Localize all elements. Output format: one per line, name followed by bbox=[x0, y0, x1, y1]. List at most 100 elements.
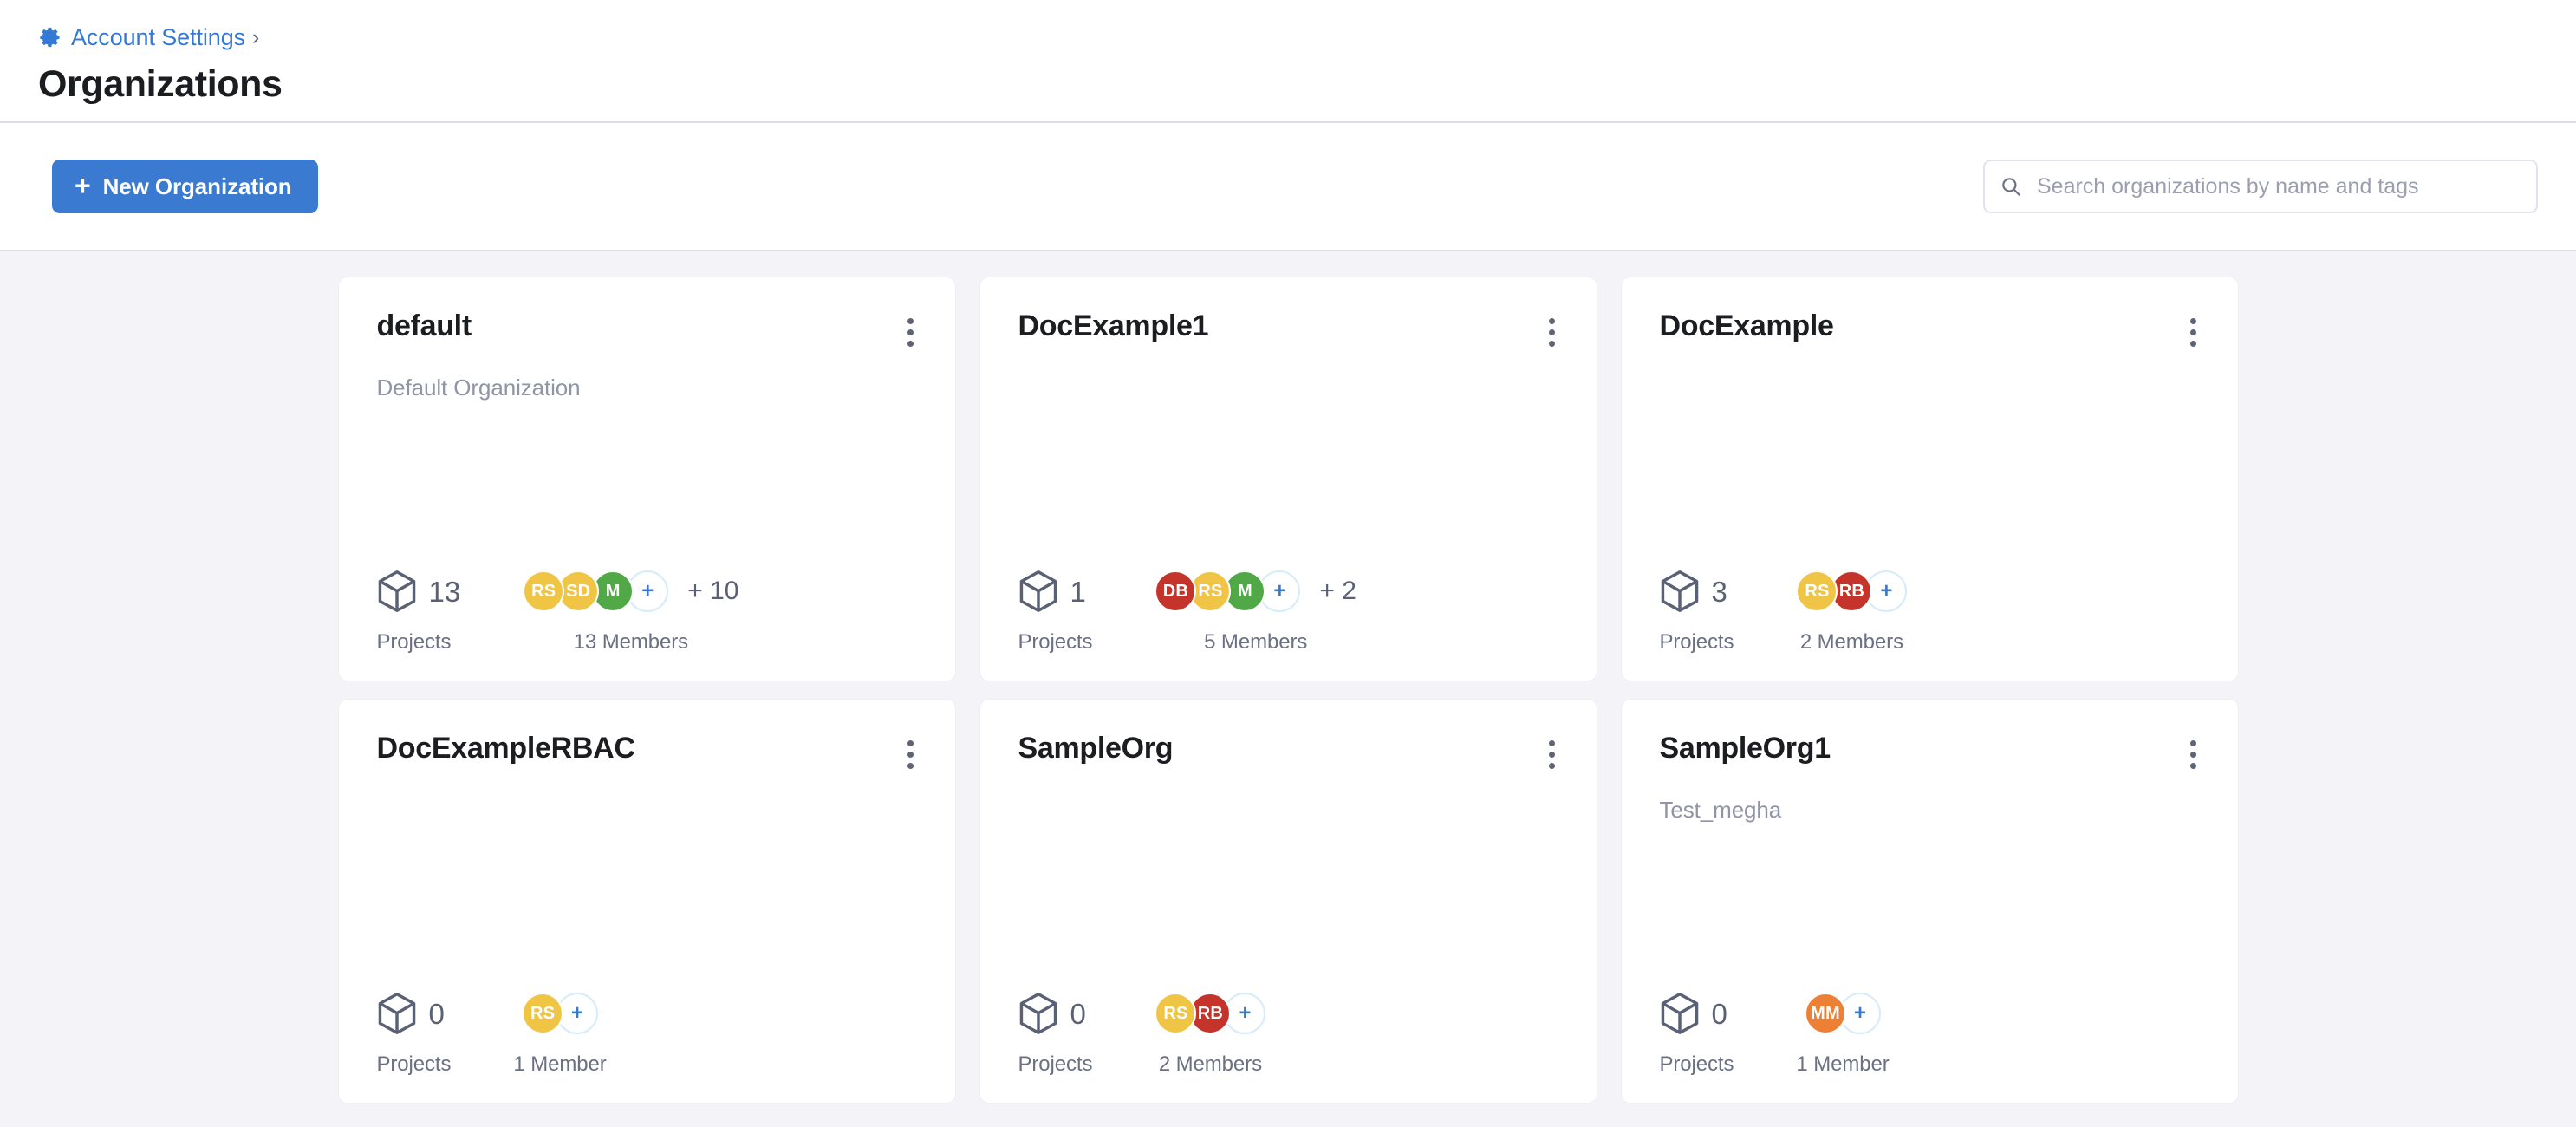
organization-description bbox=[1018, 797, 1567, 824]
member-overflow-count: + 2 bbox=[1319, 577, 1356, 605]
avatar-row: RS SD M + + 10 bbox=[523, 566, 738, 616]
projects-label: Projects bbox=[1018, 1052, 1093, 1076]
members-label: 2 Members bbox=[1799, 630, 1903, 654]
projects-stat: 0 Projects bbox=[1018, 988, 1093, 1077]
toolbar: + New Organization bbox=[0, 123, 2576, 251]
avatar-row: MM + bbox=[1805, 988, 1882, 1039]
organizations-grid-area: default Default Organization 13 Projects… bbox=[0, 251, 2576, 1127]
organization-card[interactable]: SampleOrg1 Test_megha 0 Projects MM bbox=[1621, 700, 2238, 1103]
members-stat: RS RB + 2 Members bbox=[1155, 988, 1266, 1077]
card-options-menu-icon[interactable] bbox=[896, 312, 926, 352]
card-header: DocExample bbox=[1660, 309, 2208, 352]
organization-card[interactable]: DocExample 3 Projects RS RB + bbox=[1621, 277, 2238, 681]
members-label: 13 Members bbox=[573, 630, 689, 654]
member-avatar[interactable]: RB bbox=[1831, 570, 1873, 612]
page-title: Organizations bbox=[38, 63, 283, 105]
card-options-menu-icon[interactable] bbox=[1538, 734, 1567, 774]
projects-label: Projects bbox=[1659, 1052, 1734, 1076]
search-container bbox=[1983, 160, 2538, 213]
member-avatar[interactable]: MM bbox=[1805, 993, 1847, 1034]
organization-card[interactable]: SampleOrg 0 Projects RS RB + bbox=[979, 700, 1597, 1103]
card-header: default bbox=[377, 309, 926, 352]
avatar-row: DB RS M + + 2 bbox=[1155, 566, 1356, 616]
projects-stat: 3 Projects bbox=[1660, 566, 1734, 655]
projects-stat: 13 Projects bbox=[377, 566, 461, 655]
organization-card[interactable]: default Default Organization 13 Projects… bbox=[338, 277, 955, 681]
card-options-menu-icon[interactable] bbox=[2179, 312, 2208, 352]
organization-name: DocExample1 bbox=[1018, 309, 1209, 342]
projects-label: Projects bbox=[1018, 630, 1093, 654]
members-stat: RS RB + 2 Members bbox=[1796, 566, 1908, 655]
projects-stat: 0 Projects bbox=[1660, 988, 1734, 1077]
members-label: 1 Member bbox=[513, 1052, 607, 1076]
cube-icon bbox=[1018, 992, 1058, 1035]
projects-count: 0 bbox=[1711, 997, 1727, 1030]
member-avatar[interactable]: RS bbox=[522, 993, 564, 1034]
new-organization-button[interactable]: + New Organization bbox=[52, 160, 318, 213]
organization-description: Test_megha bbox=[1659, 797, 1782, 823]
avatar-stack: MM + bbox=[1805, 993, 1882, 1034]
projects-count: 13 bbox=[428, 575, 461, 608]
organization-description bbox=[377, 797, 926, 824]
organization-description bbox=[1660, 375, 2208, 402]
add-member-icon[interactable]: + bbox=[627, 570, 669, 612]
organization-card-grid: default Default Organization 13 Projects… bbox=[38, 277, 2538, 1103]
avatar-stack: RS SD M + bbox=[523, 570, 669, 612]
page-header: Account Settings › Organizations bbox=[0, 0, 2576, 123]
breadcrumb-link-account-settings[interactable]: Account Settings bbox=[71, 23, 246, 50]
members-stat: RS + 1 Member bbox=[513, 988, 607, 1077]
member-overflow-count: + 10 bbox=[687, 577, 739, 605]
avatar-stack: RS RB + bbox=[1155, 993, 1266, 1034]
members-label: 1 Member bbox=[1796, 1052, 1890, 1076]
card-options-menu-icon[interactable] bbox=[2179, 734, 2208, 774]
add-member-icon[interactable]: + bbox=[1224, 993, 1266, 1034]
projects-label: Projects bbox=[1659, 630, 1734, 654]
card-stats: 13 Projects RS SD M + + 10 13 Members bbox=[377, 566, 926, 655]
organization-card[interactable]: DocExampleRBAC 0 Projects RS + bbox=[338, 700, 955, 1103]
card-header: SampleOrg bbox=[1018, 731, 1567, 774]
projects-stat: 0 Projects bbox=[377, 988, 452, 1077]
projects-count: 1 bbox=[1070, 575, 1086, 608]
new-organization-label: New Organization bbox=[102, 173, 292, 199]
avatar-stack: RS RB + bbox=[1796, 570, 1908, 612]
card-header: DocExampleRBAC bbox=[377, 731, 926, 774]
organization-description: Default Organization bbox=[376, 375, 581, 401]
card-stats: 0 Projects MM + 1 Member bbox=[1660, 988, 2208, 1077]
avatar-row: RS + bbox=[522, 988, 599, 1039]
cube-icon bbox=[1660, 570, 1700, 613]
breadcrumb: Account Settings › bbox=[38, 23, 2576, 52]
add-member-icon[interactable]: + bbox=[556, 993, 599, 1034]
member-avatar[interactable]: RS bbox=[1155, 993, 1197, 1034]
organization-name: default bbox=[376, 309, 472, 342]
card-stats: 3 Projects RS RB + 2 Members bbox=[1660, 566, 2208, 655]
cube-icon bbox=[1660, 992, 1700, 1035]
member-avatar[interactable]: RS bbox=[523, 570, 565, 612]
search-input[interactable] bbox=[1983, 160, 2538, 213]
projects-label: Projects bbox=[376, 1052, 452, 1076]
gear-icon bbox=[38, 25, 62, 49]
add-member-icon[interactable]: + bbox=[1865, 570, 1908, 612]
card-header: SampleOrg1 bbox=[1660, 731, 2208, 774]
card-stats: 0 Projects RS + 1 Member bbox=[377, 988, 926, 1077]
card-options-menu-icon[interactable] bbox=[896, 734, 926, 774]
cube-icon bbox=[377, 570, 417, 613]
organization-card[interactable]: DocExample1 1 Projects DB RS M + bbox=[979, 277, 1597, 681]
member-avatar[interactable]: DB bbox=[1155, 570, 1197, 612]
card-header: DocExample1 bbox=[1018, 309, 1567, 352]
card-options-menu-icon[interactable] bbox=[1538, 312, 1567, 352]
avatar-stack: RS + bbox=[522, 993, 599, 1034]
member-avatar[interactable]: SD bbox=[557, 570, 600, 612]
organization-name: SampleOrg1 bbox=[1659, 732, 1831, 765]
card-stats: 1 Projects DB RS M + + 2 5 Members bbox=[1018, 566, 1567, 655]
cube-icon bbox=[1018, 570, 1058, 613]
member-avatar[interactable]: RS bbox=[1796, 570, 1838, 612]
projects-stat: 1 Projects bbox=[1018, 566, 1093, 655]
organization-description bbox=[1018, 375, 1567, 402]
organization-name: SampleOrg bbox=[1018, 732, 1174, 765]
chevron-right-icon: › bbox=[252, 24, 260, 49]
projects-count: 0 bbox=[428, 997, 445, 1030]
organization-name: DocExampleRBAC bbox=[376, 732, 635, 765]
members-stat: DB RS M + + 2 5 Members bbox=[1155, 566, 1356, 655]
members-stat: RS SD M + + 10 13 Members bbox=[523, 566, 738, 655]
members-stat: MM + 1 Member bbox=[1796, 988, 1890, 1077]
